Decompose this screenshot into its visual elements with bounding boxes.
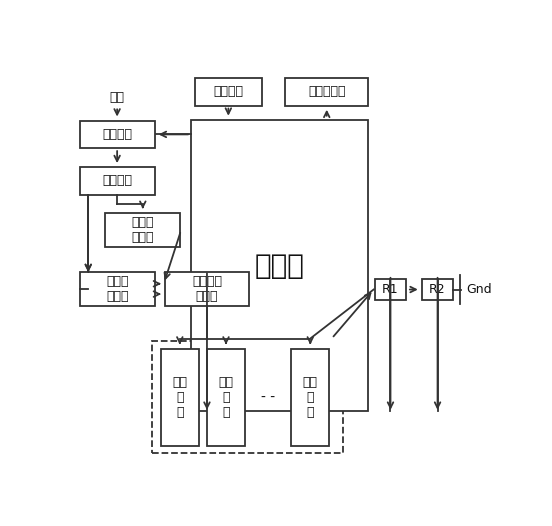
Bar: [79, 167, 155, 195]
Text: 第一降
压电路: 第一降 压电路: [131, 216, 154, 244]
Text: 电子
雷
管: 电子 雷 管: [219, 376, 233, 419]
Text: 按键电路: 按键电路: [214, 85, 243, 98]
Text: - -: - -: [261, 390, 275, 404]
Text: 控制器: 控制器: [255, 251, 305, 280]
Bar: [161, 349, 199, 446]
Bar: [207, 349, 245, 446]
Bar: [191, 120, 369, 411]
Bar: [195, 78, 262, 106]
Bar: [285, 78, 369, 106]
Bar: [105, 213, 180, 247]
Text: R1: R1: [382, 283, 399, 296]
Text: 输出电压
选择器: 输出电压 选择器: [192, 275, 222, 303]
Bar: [165, 272, 248, 306]
Bar: [422, 279, 453, 300]
Text: Gnd: Gnd: [466, 283, 492, 296]
Bar: [375, 279, 406, 300]
Text: 升压电路: 升压电路: [102, 175, 132, 187]
Text: 开关电路: 开关电路: [102, 128, 132, 141]
Bar: [79, 120, 155, 148]
Text: R2: R2: [429, 283, 446, 296]
Text: 液晶显示屏: 液晶显示屏: [308, 85, 346, 98]
Bar: [152, 341, 343, 453]
Text: 第二降
压电路: 第二降 压电路: [106, 275, 129, 303]
Bar: [79, 272, 155, 306]
Text: 输入: 输入: [110, 90, 125, 104]
Text: 电子
雷
管: 电子 雷 管: [172, 376, 187, 419]
Text: 电子
雷
管: 电子 雷 管: [303, 376, 318, 419]
Bar: [291, 349, 329, 446]
